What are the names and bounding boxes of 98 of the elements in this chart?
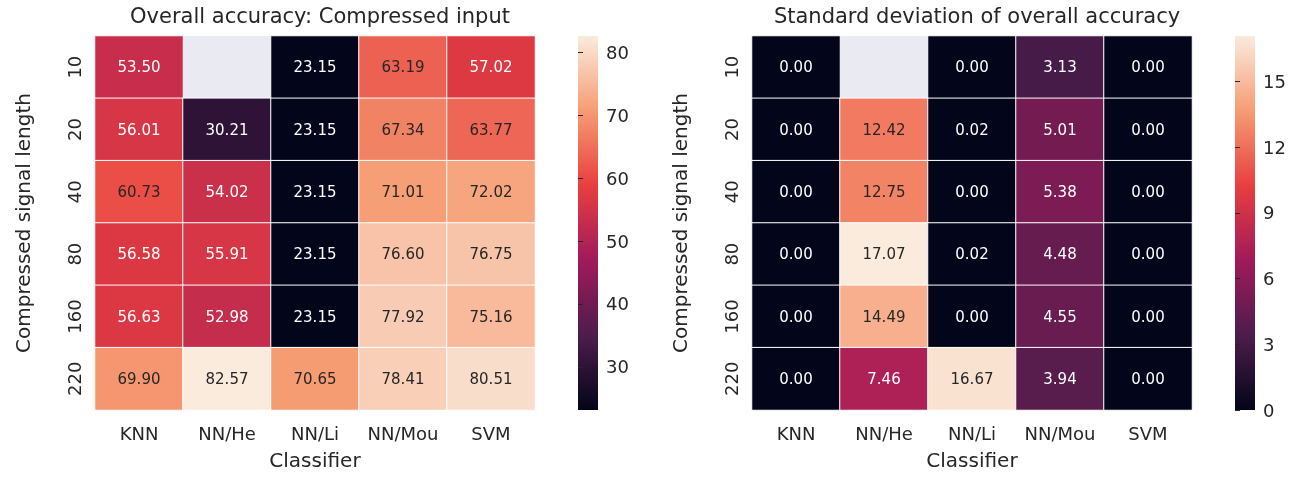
data-label: 23.15 xyxy=(293,58,337,77)
data-label: 3.94 xyxy=(1043,369,1077,388)
data-label: 63.19 xyxy=(381,58,425,77)
color-bar-label: 50 xyxy=(606,230,629,252)
y-tick-label: 10 xyxy=(63,55,85,79)
data-label: 0.00 xyxy=(955,182,989,201)
data-label: 54.02 xyxy=(205,182,249,201)
data-label: 0.00 xyxy=(779,182,813,201)
data-label: 75.16 xyxy=(469,307,513,326)
data-label: 12.42 xyxy=(862,120,906,139)
color-bar-label: 12 xyxy=(1263,136,1286,158)
color-bar-label: 70 xyxy=(606,104,629,126)
data-label: 80.51 xyxy=(469,369,513,388)
x-axis-title: Classifier xyxy=(269,448,362,472)
y-axis-title: Compressed signal length xyxy=(11,93,35,353)
color-bar-label: 3 xyxy=(1263,333,1275,355)
data-label: 17.07 xyxy=(862,245,906,264)
data-label: 0.00 xyxy=(1131,120,1165,139)
data-label: 0.00 xyxy=(779,58,813,77)
data-label: 0.00 xyxy=(779,369,813,388)
x-tick-label: NN/Li xyxy=(290,422,340,444)
data-label: 71.01 xyxy=(381,182,425,201)
data-label: 78.41 xyxy=(381,369,425,388)
data-label: 56.58 xyxy=(117,245,161,264)
data-label: 23.15 xyxy=(293,307,337,326)
data-label: 23.15 xyxy=(293,182,337,201)
data-label: 57.02 xyxy=(469,58,513,77)
data-label: 5.01 xyxy=(1043,120,1077,139)
y-tick-label: 220 xyxy=(720,361,742,397)
y-tick-label: 20 xyxy=(63,118,85,141)
color-bar-label: 6 xyxy=(1263,268,1275,290)
color-bar-label: 40 xyxy=(606,293,629,315)
data-label: 56.01 xyxy=(117,120,161,139)
data-label: 4.55 xyxy=(1043,307,1077,326)
y-tick-label: 40 xyxy=(63,180,85,204)
data-label: 16.67 xyxy=(950,369,994,388)
y-tick-label: 20 xyxy=(720,118,742,141)
data-label: 76.60 xyxy=(381,245,425,264)
data-label: 4.48 xyxy=(1043,245,1077,264)
data-label: 77.92 xyxy=(381,307,425,326)
data-label: 76.75 xyxy=(469,245,513,264)
data-label: 7.46 xyxy=(867,369,901,388)
data-label: 23.15 xyxy=(293,245,337,264)
color-bar-label: 80 xyxy=(606,41,629,63)
y-tick-label: 80 xyxy=(63,242,85,266)
data-label: 0.00 xyxy=(779,307,813,326)
data-label: 0.00 xyxy=(1131,245,1165,264)
data-label: 82.57 xyxy=(205,369,249,388)
data-label: 72.02 xyxy=(469,182,513,201)
data-label: 0.00 xyxy=(955,307,989,326)
x-tick-label: SVM xyxy=(1128,422,1168,444)
color-bar-label: 60 xyxy=(606,167,629,189)
data-label: 0.00 xyxy=(779,245,813,264)
y-tick-label: 40 xyxy=(720,180,742,204)
data-label: 0.00 xyxy=(1131,58,1165,77)
data-label: 5.38 xyxy=(1043,182,1077,201)
x-tick-label: KNN xyxy=(776,422,816,444)
x-tick-label: NN/He xyxy=(198,422,256,444)
x-tick-label: NN/He xyxy=(855,422,913,444)
data-label: 12.75 xyxy=(862,182,906,201)
data-label: 0.00 xyxy=(955,58,989,77)
chart-title: Standard deviation of overall accuracy xyxy=(773,3,1181,28)
chart-title: Overall accuracy: Compressed input xyxy=(130,3,510,28)
color-bar-label: 9 xyxy=(1263,202,1275,224)
data-label: 55.91 xyxy=(205,245,249,264)
data-label: 23.15 xyxy=(293,120,337,139)
data-label: 0.00 xyxy=(1131,182,1165,201)
x-tick-label: KNN xyxy=(119,422,159,444)
x-tick-label: NN/Mou xyxy=(367,422,439,444)
y-tick-label: 220 xyxy=(63,361,85,397)
data-label: 67.34 xyxy=(381,120,425,139)
data-label: 30.21 xyxy=(205,120,249,139)
x-tick-label: SVM xyxy=(471,422,511,444)
data-label: 60.73 xyxy=(117,182,161,201)
data-label: 0.02 xyxy=(955,120,989,139)
color-bar-label: 15 xyxy=(1263,70,1286,92)
color-bar-label: 0 xyxy=(1263,399,1275,421)
data-label: 0.02 xyxy=(955,245,989,264)
data-label: 14.49 xyxy=(862,307,906,326)
color-bar-label: 30 xyxy=(606,356,629,378)
data-label: 0.00 xyxy=(1131,369,1165,388)
y-tick-label: 160 xyxy=(720,299,742,334)
x-tick-label: NN/Mou xyxy=(1024,422,1096,444)
data-label: 69.90 xyxy=(117,369,161,388)
data-label: 63.77 xyxy=(469,120,513,139)
data-label: 52.98 xyxy=(205,307,249,326)
data-label: 56.63 xyxy=(117,307,161,326)
data-label: 0.00 xyxy=(1131,307,1165,326)
x-axis-title: Classifier xyxy=(926,448,1019,472)
data-label: 53.50 xyxy=(117,58,161,77)
y-axis-title: Compressed signal length xyxy=(668,93,692,353)
data-label: 3.13 xyxy=(1043,58,1077,77)
x-tick-label: NN/Li xyxy=(947,422,997,444)
y-tick-label: 80 xyxy=(720,242,742,266)
y-tick-label: 160 xyxy=(63,299,85,334)
y-tick-label: 10 xyxy=(720,55,742,79)
data-label: 70.65 xyxy=(293,369,337,388)
data-label: 0.00 xyxy=(779,120,813,139)
